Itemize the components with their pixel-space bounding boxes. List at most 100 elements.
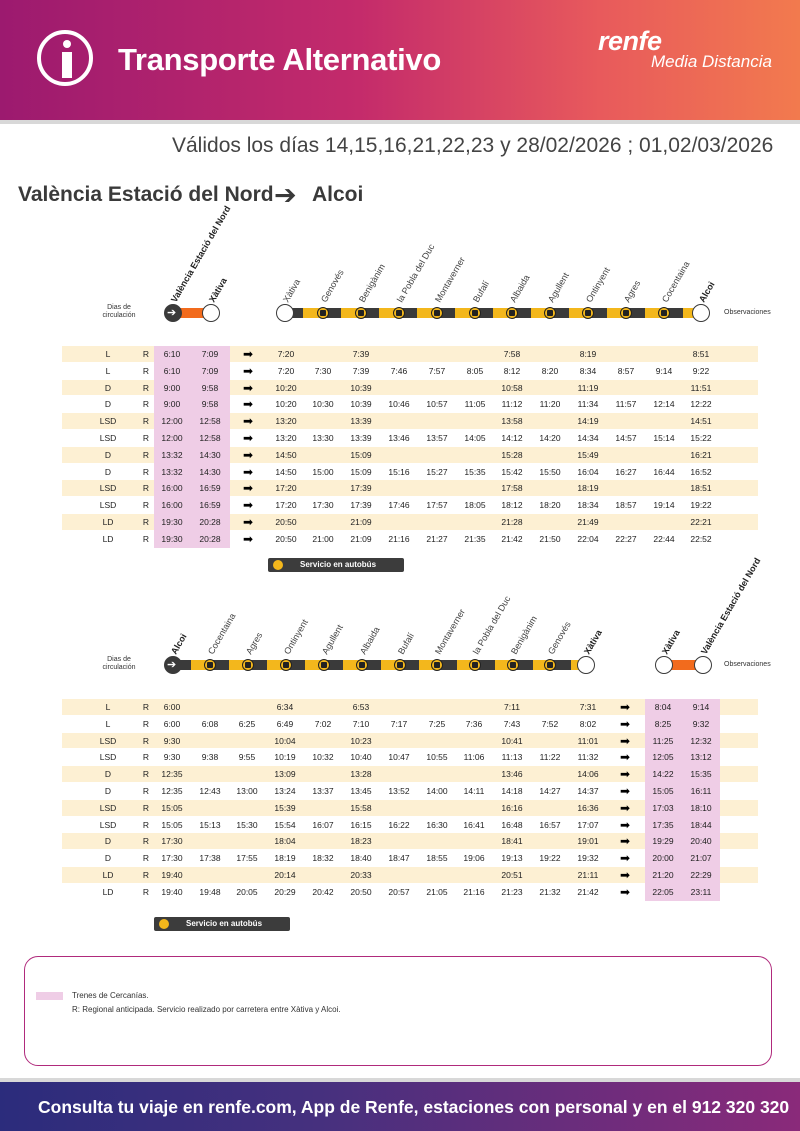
bus-time-cell: 15:58 [350,802,372,813]
transfer-arrow-icon: ➡ [620,750,631,765]
train-time-cell: 12:00 [161,433,183,443]
service-type-cell: R [142,886,150,897]
bus-time-cell: 18:05 [464,500,486,511]
bus-time-cell: 7:25 [428,718,446,729]
bus-time-cell: 15:14 [653,433,675,443]
bus-time-cell: 20:51 [501,870,523,880]
bus-time-cell: 21:11 [577,870,599,880]
bus-time-cell: 18:19 [577,483,599,494]
bus-time-cell: 15:28 [501,449,523,460]
bus-time-cell: 7:31 [579,702,597,712]
transfer-arrow-icon: ➡ [243,431,254,445]
service-type-cell: R [142,870,150,880]
bus-time-cell: 21:42 [501,533,523,544]
bus-time-cell: 16:44 [653,466,675,477]
bus-time-cell: 6:00 [163,718,181,729]
bus-time-cell: 15:00 [312,466,334,477]
days-of-operation-label: Dias de circulación [102,304,136,319]
bus-stop-icon [544,659,556,671]
bus-time-cell: 16:48 [501,819,523,830]
train-time-cell: 14:30 [199,466,221,477]
footer-contact-text: Consulta tu viaje en renfe.com, App de R… [38,1097,790,1117]
bus-time-cell: 21:00 [312,533,334,544]
bus-time-cell: 16:15 [350,819,372,830]
bus-stop-icon [544,307,556,319]
transfer-arrow-icon: ➡ [243,414,254,429]
bus-time-cell: 14:19 [577,416,599,427]
bus-time-cell: 9:30 [163,752,181,763]
station-marker [577,656,595,674]
train-time-cell: 12:32 [690,735,712,746]
service-type-cell: R [142,819,150,830]
station-name: Montaverner [433,255,467,304]
service-type-cell: R [142,752,150,763]
bus-time-cell: 17:58 [501,483,523,494]
bus-time-cell: 15:09 [350,466,372,477]
bus-time-cell: 12:35 [161,786,183,796]
bus-time-cell: 11:19 [577,382,599,393]
bus-time-cell: 15:05 [161,819,183,830]
train-time-cell: 14:30 [199,449,221,460]
footer-divider [0,1078,800,1082]
train-time-cell: 9:00 [163,382,181,393]
train-time-cell: 16:00 [161,483,183,494]
train-time-cell: 21:20 [652,870,674,880]
service-type-cell: R [142,718,150,729]
bus-time-cell: 13:46 [501,769,523,780]
service-type-cell: R [142,702,150,712]
train-time-cell: 15:05 [652,786,674,796]
bus-time-cell: 15:09 [350,449,372,460]
header-divider [0,120,800,124]
bus-time-cell: 20:29 [274,886,296,897]
bus-time-cell: 22:44 [653,533,675,544]
bus-time-cell: 16:07 [312,819,334,830]
train-time-cell: 9:00 [163,399,181,410]
bus-time-cell: 21:16 [388,533,410,544]
bus-time-cell: 21:42 [577,886,599,897]
bus-time-cell: 9:55 [238,752,256,763]
bus-time-cell: 10:39 [350,399,372,410]
bus-time-cell: 7:39 [352,365,370,376]
station-name: Alcoi [697,279,717,304]
bus-time-cell: 7:52 [541,718,559,729]
bus-stop-icon [620,307,632,319]
days-cell: LD [102,517,114,527]
bus-time-cell: 10:57 [426,399,448,410]
bus-time-cell: 8:34 [579,365,597,376]
service-type-cell: R [142,786,150,796]
table-row-stripe [62,480,758,497]
bus-time-cell: 18:47 [388,853,410,864]
table-row-stripe [62,379,758,396]
train-time-cell: 8:04 [654,702,672,712]
days-cell: LSD [99,802,117,813]
bus-time-cell: 14:50 [275,466,297,477]
table-row-stripe [62,699,758,715]
bus-time-cell: 17:20 [275,500,297,511]
table-row-stripe [62,514,758,530]
bus-time-cell: 22:04 [577,533,599,544]
cercanias-column-highlight [645,699,720,901]
validity-dates: Válidos los días 14,15,16,21,22,23 y 28/… [172,134,774,157]
train-time-cell: 14:22 [652,769,674,780]
bus-time-cell: 7:30 [314,365,332,376]
station-name: Ontinyent [282,617,310,656]
bus-time-cell: 10:19 [274,752,296,763]
bus-time-cell: 7:58 [503,349,521,359]
bus-time-cell: 18:57 [615,500,637,511]
train-time-cell: 22:29 [690,870,712,880]
train-time-cell: 9:58 [201,382,219,393]
bus-time-cell: 16:21 [690,449,712,460]
bus-time-cell: 20:05 [236,886,258,897]
station-name: Cocentaina [660,259,692,304]
bus-time-cell: 10:20 [275,382,297,393]
train-time-cell: 7:09 [201,365,219,376]
service-type-cell: R [142,449,150,460]
bus-time-cell: 10:47 [388,752,410,763]
days-cell: D [104,382,112,393]
bus-time-cell: 15:05 [161,802,183,813]
station-name: Genovés [546,619,573,656]
bus-stop-icon [356,659,368,671]
origin-station-marker [164,304,182,322]
bus-time-cell: 17:30 [312,500,334,511]
bus-time-cell: 17:20 [275,483,297,494]
